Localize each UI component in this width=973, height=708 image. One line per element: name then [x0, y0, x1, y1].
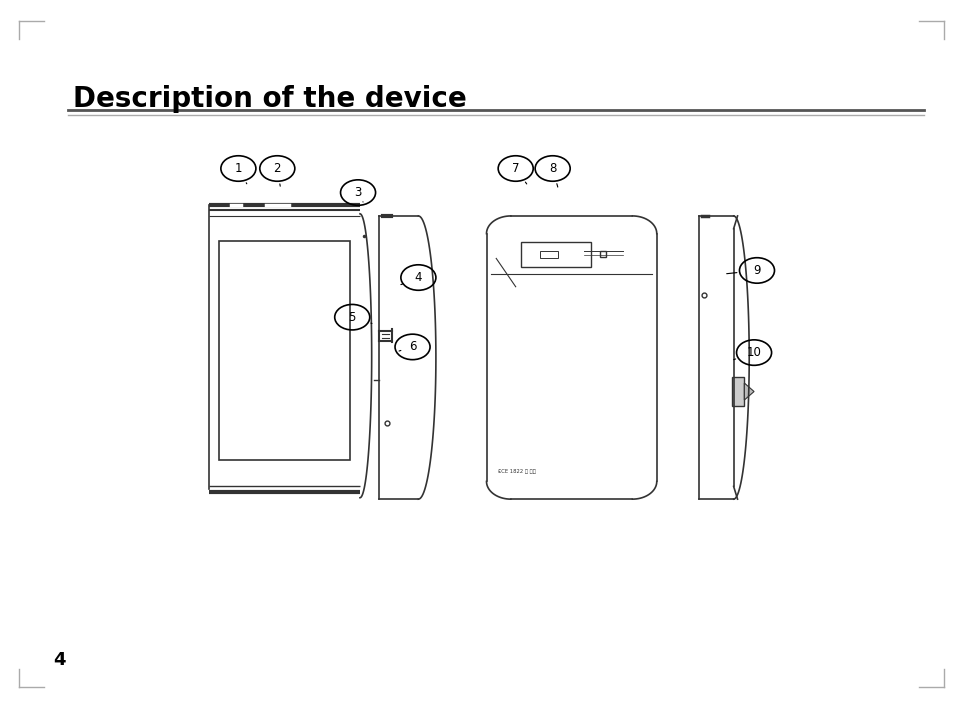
Text: 7: 7: [512, 162, 520, 175]
Text: 3: 3: [354, 186, 362, 199]
Text: ℇCE 1822 ⓘ ⓘⓖ: ℇCE 1822 ⓘ ⓘⓖ: [498, 469, 536, 474]
Text: 4: 4: [414, 271, 422, 284]
Text: 8: 8: [549, 162, 557, 175]
Polygon shape: [744, 383, 754, 400]
Bar: [219, 241, 350, 460]
Bar: [732, 377, 744, 406]
Text: 2: 2: [273, 162, 281, 175]
Text: 6: 6: [409, 341, 416, 353]
Text: 4: 4: [54, 651, 66, 669]
Text: Description of the device: Description of the device: [73, 85, 467, 113]
Text: 5: 5: [348, 311, 356, 324]
Bar: [521, 242, 591, 267]
Text: 1: 1: [234, 162, 242, 175]
Bar: [540, 251, 558, 258]
Text: 9: 9: [753, 264, 761, 277]
Text: 10: 10: [746, 346, 762, 359]
